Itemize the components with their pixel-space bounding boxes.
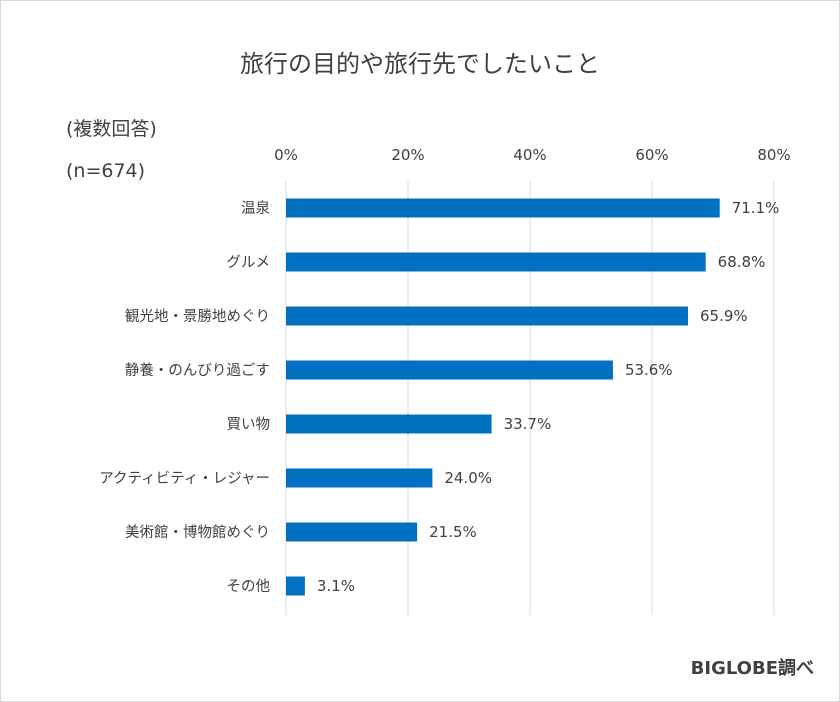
value-label-2: 65.9% (700, 307, 748, 325)
x-tick-label-2: 40% (513, 146, 546, 164)
value-label-0: 71.1% (732, 199, 780, 217)
category-label-7: その他 (227, 578, 271, 595)
bar-5 (286, 468, 433, 488)
bar-4 (286, 414, 492, 434)
x-tick-label-1: 20% (391, 146, 424, 164)
category-label-1: グルメ (227, 254, 271, 271)
bar-6 (286, 522, 418, 542)
value-label-5: 24.0% (444, 469, 492, 487)
bar-2 (286, 306, 688, 326)
chart-note-multiple-answers: (複数回答) (66, 118, 157, 140)
chart-note-sample-size: (n=674) (66, 160, 146, 182)
bar-0 (286, 198, 720, 218)
bar-7 (286, 576, 305, 596)
category-label-2: 観光地・景勝地めぐり (125, 308, 270, 325)
bar-3 (286, 360, 613, 380)
category-label-5: アクティビティ・レジャー (99, 470, 270, 487)
chart-title: 旅行の目的や旅行先でしたいこと (240, 50, 600, 78)
category-label-0: 温泉 (241, 200, 270, 217)
category-label-6: 美術館・博物館めぐり (125, 524, 270, 541)
value-label-1: 68.8% (718, 253, 766, 271)
value-label-3: 53.6% (625, 361, 673, 379)
bar-1 (286, 252, 706, 272)
value-label-4: 33.7% (504, 415, 552, 433)
category-label-4: 買い物 (227, 416, 271, 433)
x-tick-label-4: 80% (757, 146, 790, 164)
value-label-6: 21.5% (429, 523, 477, 541)
x-tick-label-3: 60% (635, 146, 668, 164)
x-tick-label-0: 0% (274, 146, 298, 164)
chart-source: BIGLOBE調べ (690, 658, 814, 679)
value-label-7: 3.1% (317, 577, 355, 595)
category-label-3: 静養・のんびり過ごす (125, 361, 270, 379)
